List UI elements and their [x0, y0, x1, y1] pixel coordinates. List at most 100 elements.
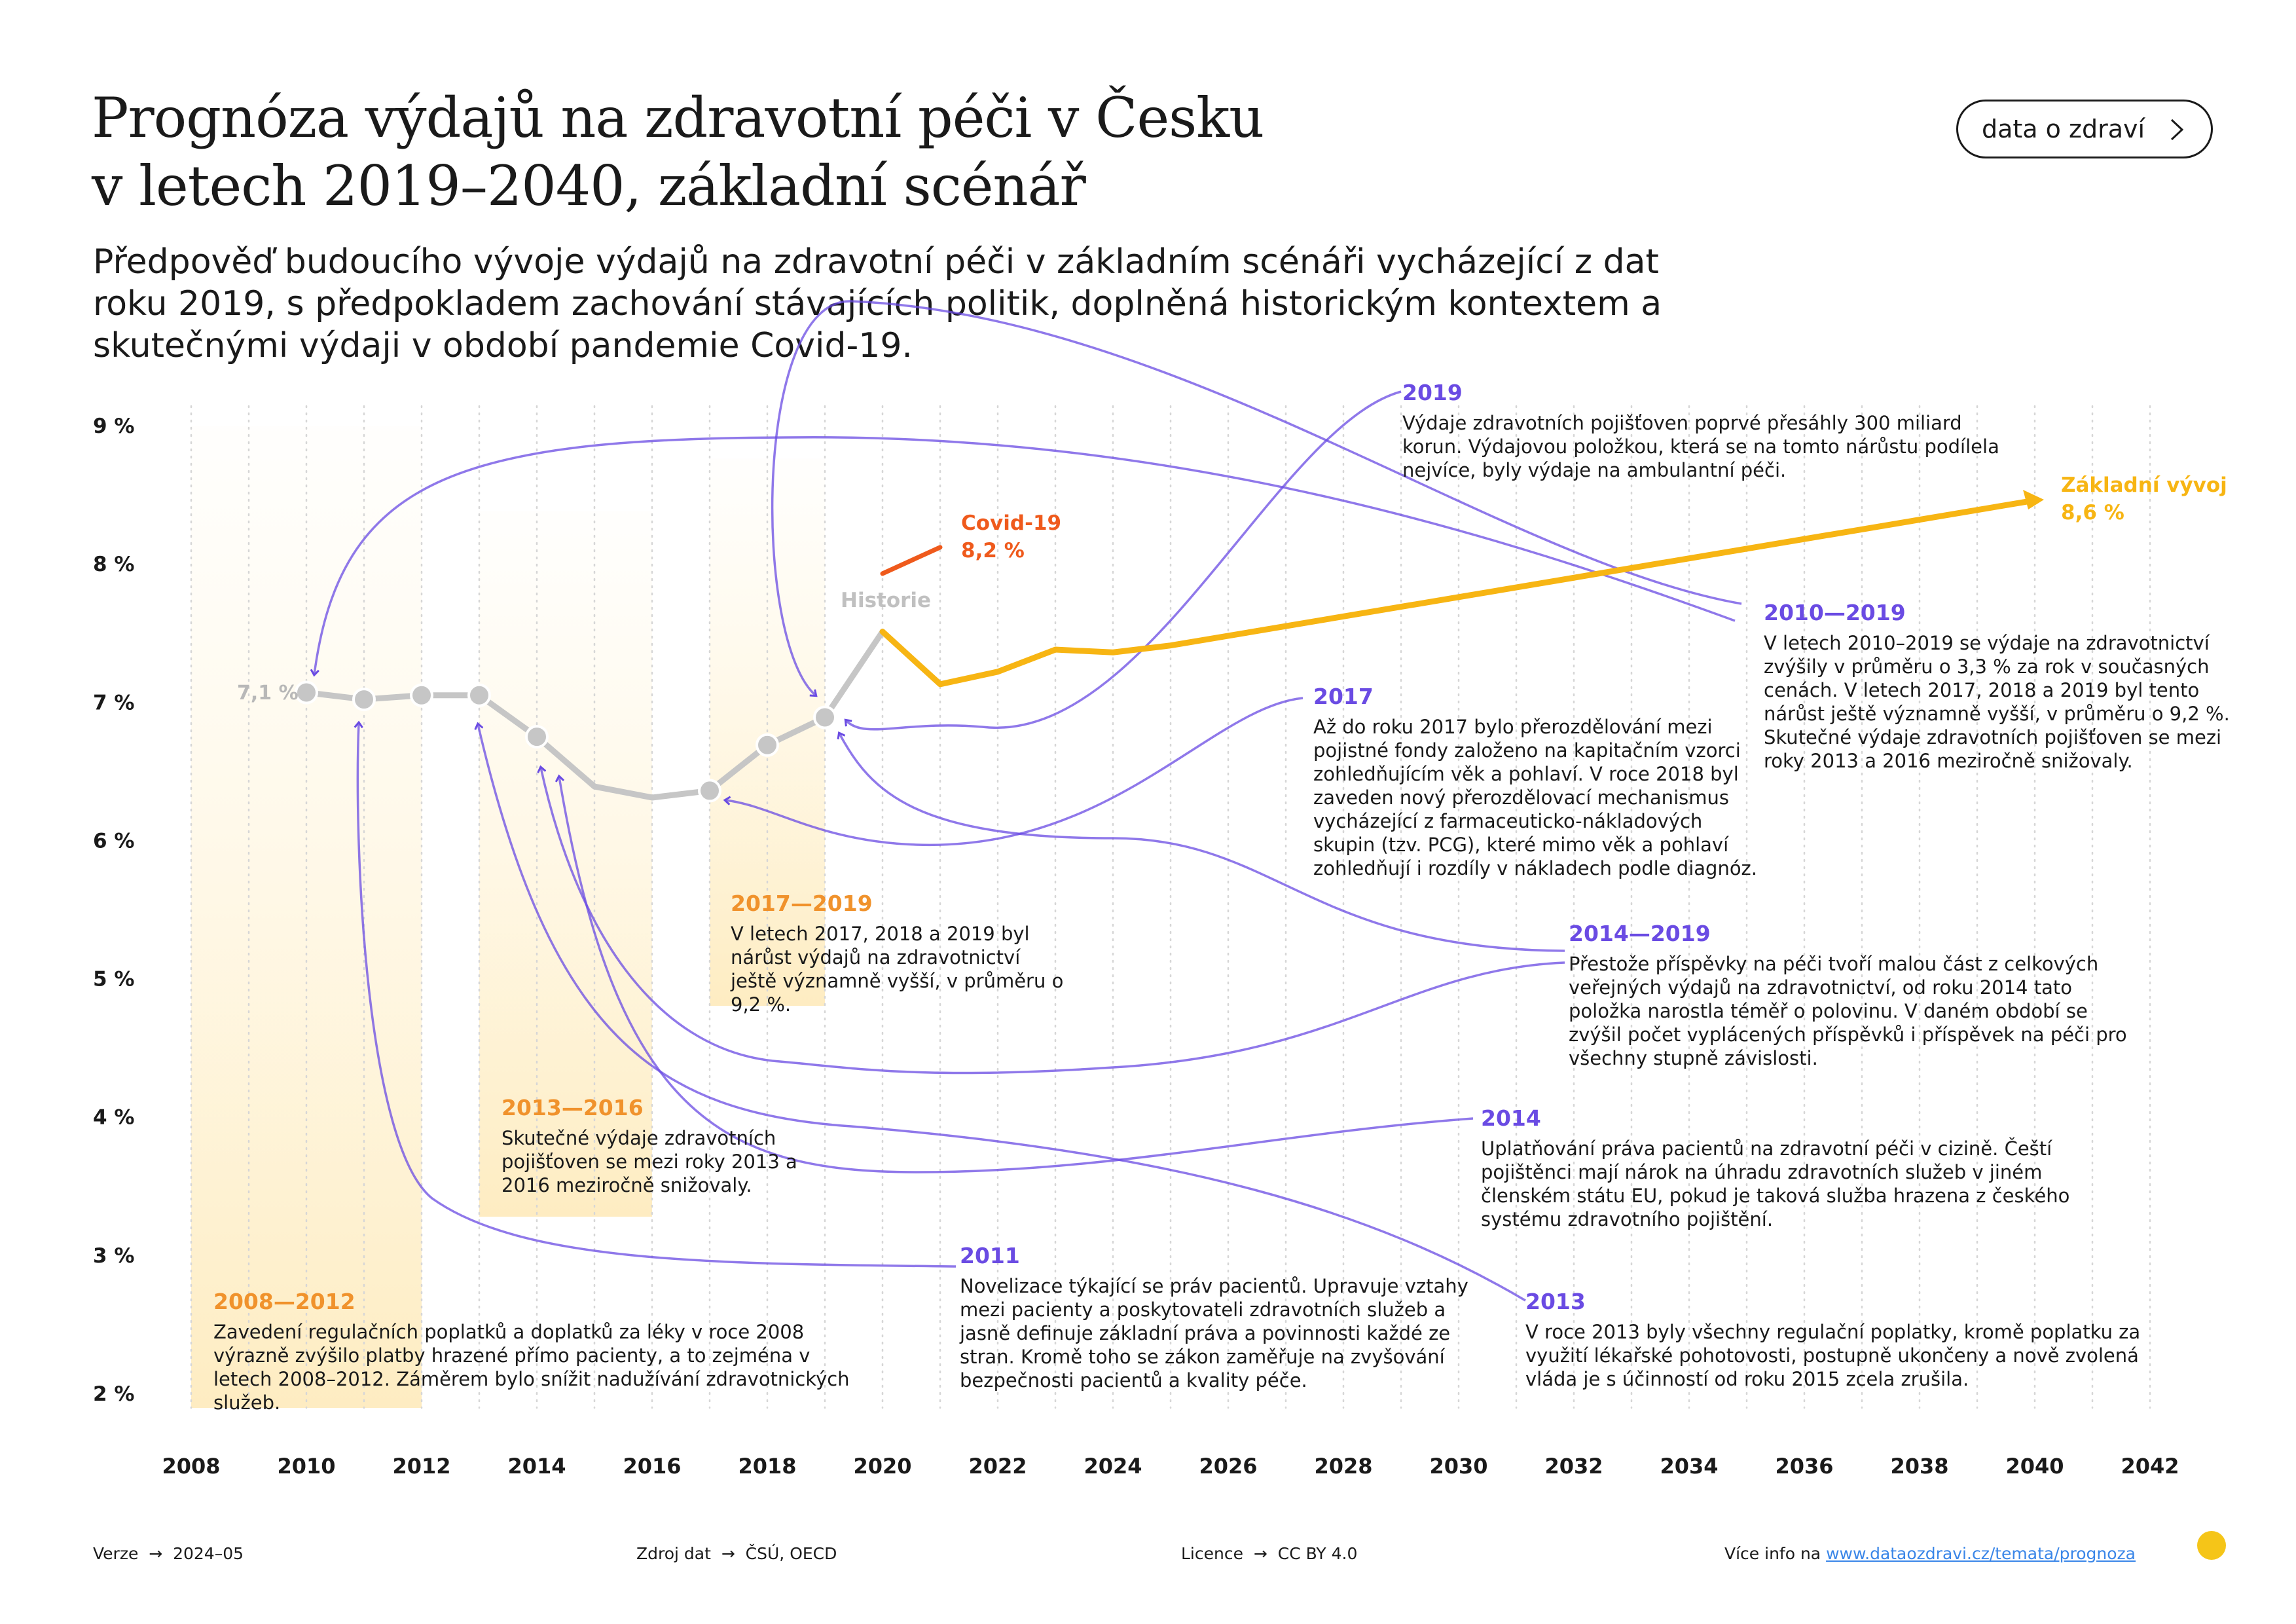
annotation-connector: [725, 697, 1303, 846]
chevron-right-icon: [2170, 119, 2184, 141]
series-line-Covid-19: [880, 545, 943, 576]
series-line-Historie: [303, 629, 886, 801]
page-subtitle: Předpověď budoucího vývoje výdajů na zdr…: [93, 242, 1662, 365]
x-tick-label: 2036: [1775, 1454, 1833, 1479]
annotation-connector: [478, 724, 1526, 1302]
annotation-year: 2011: [960, 1243, 1020, 1268]
start-value-label: 7,1 %: [237, 682, 299, 705]
x-tick-label: 2014: [507, 1454, 566, 1479]
annotation-year: 2013—2016: [501, 1095, 644, 1120]
annotation-text: V letech 2017, 2018 a 2019 byl nárůst vý…: [731, 923, 1064, 1016]
annotation-year: 2017—2019: [731, 891, 873, 916]
y-tick-label: 9 %: [93, 415, 134, 438]
annotation-connector: [559, 777, 1474, 1173]
footer-version: Verze → 2024–05: [93, 1544, 244, 1563]
annotation-2008-2012: 2008—2012 Zavedení regulačních poplatků …: [213, 1290, 875, 1414]
annotation-2014-2019: 2014—2019 Přestože příspěvky na péči tvo…: [1569, 922, 2145, 1070]
source-value: ČSÚ, OECD: [745, 1544, 837, 1563]
data-point-marker: [295, 680, 318, 705]
base-series-arrowhead: [2023, 490, 2044, 510]
x-tick-label: 2022: [968, 1454, 1027, 1479]
license-label: Licence: [1181, 1544, 1243, 1563]
annotation-text: Přestože příspěvky na péči tvoří malou č…: [1569, 953, 2127, 1069]
x-tick-label: 2026: [1199, 1454, 1257, 1479]
annotation-text: Skutečné výdaje zdravotních pojišťoven s…: [501, 1127, 797, 1196]
shaded-period-2013—2016: [479, 511, 652, 1217]
badge-label: data o zdraví: [1982, 115, 2145, 143]
annotation-2013: 2013 V roce 2013 byly všechny regulační …: [1525, 1290, 2141, 1391]
data-point-marker: [525, 725, 549, 749]
annotation-text: V letech 2010–2019 se výdaje na zdravotn…: [1764, 632, 2230, 772]
x-tick-label: 2028: [1314, 1454, 1372, 1479]
title-line-1: Prognóza výdajů na zdravotní péči v Česk…: [92, 86, 1264, 150]
annotation-year: 2019: [1402, 380, 1463, 405]
annotation-text: V roce 2013 byly všechny regulační popla…: [1525, 1321, 2141, 1390]
annotation-connector: [771, 300, 1742, 695]
x-tick-label: 2040: [2005, 1454, 2064, 1479]
more-info-link[interactable]: www.dataozdravi.cz/temata/prognoza: [1826, 1544, 2136, 1563]
x-tick-label: 2030: [1429, 1454, 1487, 1479]
annotation-text: Zavedení regulačních poplatků a doplatků…: [213, 1321, 850, 1414]
y-tick-label: 5 %: [93, 968, 134, 991]
base-name: Základní vývoj: [2061, 473, 2227, 497]
x-tick-label: 2016: [623, 1454, 681, 1479]
footer-more-info: Více info na www.dataozdravi.cz/temata/p…: [1724, 1544, 2136, 1563]
annotation-year: 2010—2019: [1764, 600, 1906, 625]
y-tick-label: 7 %: [93, 691, 134, 714]
grid-lines: [190, 405, 2151, 1409]
title-line-2: v letech 2019–2040, základní scénář: [92, 154, 1086, 218]
x-tick-label: 2012: [392, 1454, 450, 1479]
annotation-connectors: [314, 300, 1742, 1302]
arrow-icon: →: [149, 1544, 163, 1563]
annotation-2013-2016: 2013—2016 Skutečné výdaje zdravotních po…: [501, 1096, 848, 1197]
dataozdravi-logo-icon: [2197, 1531, 2226, 1560]
data-o-zdravi-button[interactable]: data o zdraví: [1956, 100, 2213, 158]
annotation-year: 2013: [1525, 1289, 1586, 1314]
annotation-connector: [839, 733, 1565, 952]
x-tick-label: 2042: [2121, 1454, 2179, 1479]
covid-name: Covid-19: [961, 511, 1062, 535]
arrow-icon: →: [1253, 1544, 1267, 1563]
annotation-text: Novelizace týkající se práv pacientů. Up…: [960, 1275, 1468, 1392]
annotation-connector: [541, 767, 1565, 1075]
annotation-text: Uplatňování práva pacientů na zdravotní …: [1481, 1137, 2070, 1230]
y-tick-label: 6 %: [93, 829, 134, 853]
base-value: 8,6 %: [2061, 501, 2124, 525]
annotation-text: Výdaje zdravotních pojišťoven poprvé pře…: [1402, 412, 1999, 481]
annotation-year: 2008—2012: [213, 1289, 355, 1314]
covid-value: 8,2 %: [961, 539, 1025, 563]
annotation-2017: 2017 Až do roku 2017 bylo přerozdělování…: [1313, 685, 1758, 880]
license-value: CC BY 4.0: [1277, 1544, 1358, 1563]
x-axis-ticks: 2008 2010 2012 2014 2016 2018 2020 2022 2024 2026…: [162, 1454, 2179, 1479]
version-label: Verze: [93, 1544, 139, 1563]
y-tick-label: 2 %: [93, 1382, 134, 1406]
source-label: Zdroj dat: [636, 1544, 711, 1563]
x-tick-label: 2020: [853, 1454, 911, 1479]
x-tick-label: 2010: [277, 1454, 335, 1479]
y-tick-label: 4 %: [93, 1106, 134, 1130]
data-point-markers: [295, 680, 837, 803]
annotation-2011: 2011 Novelizace týkající se práv pacient…: [960, 1244, 1477, 1392]
x-tick-label: 2018: [738, 1454, 796, 1479]
series-lines: [303, 490, 2044, 801]
annotation-2010-2019: 2010—2019 V letech 2010–2019 se výdaje n…: [1764, 601, 2235, 773]
x-tick-label: 2024: [1084, 1454, 1142, 1479]
y-tick-label: 3 %: [93, 1244, 134, 1268]
x-tick-label: 2034: [1660, 1454, 1718, 1479]
more-label: Více info na: [1724, 1544, 1821, 1563]
x-tick-label: 2038: [1890, 1454, 1948, 1479]
footer-source: Zdroj dat → ČSÚ, OECD: [636, 1544, 837, 1563]
footer-license: Licence → CC BY 4.0: [1181, 1544, 1357, 1563]
annotation-connector: [314, 435, 1736, 674]
data-point-marker: [756, 733, 779, 757]
series-line-Základní vývoj: [879, 497, 2038, 688]
data-point-marker: [467, 683, 491, 707]
annotation-2017-2019: 2017—2019 V letech 2017, 2018 a 2019 byl…: [731, 892, 1071, 1016]
annotation-2019: 2019 Výdaje zdravotních pojišťoven poprv…: [1402, 381, 2011, 482]
arrow-icon: →: [721, 1544, 735, 1563]
annotation-year: 2017: [1313, 684, 1374, 709]
annotation-2014: 2014 Uplatňování práva pacientů na zdrav…: [1481, 1107, 2070, 1231]
annotation-text: Až do roku 2017 bylo přerozdělování mezi…: [1313, 716, 1758, 879]
x-tick-label: 2032: [1544, 1454, 1603, 1479]
